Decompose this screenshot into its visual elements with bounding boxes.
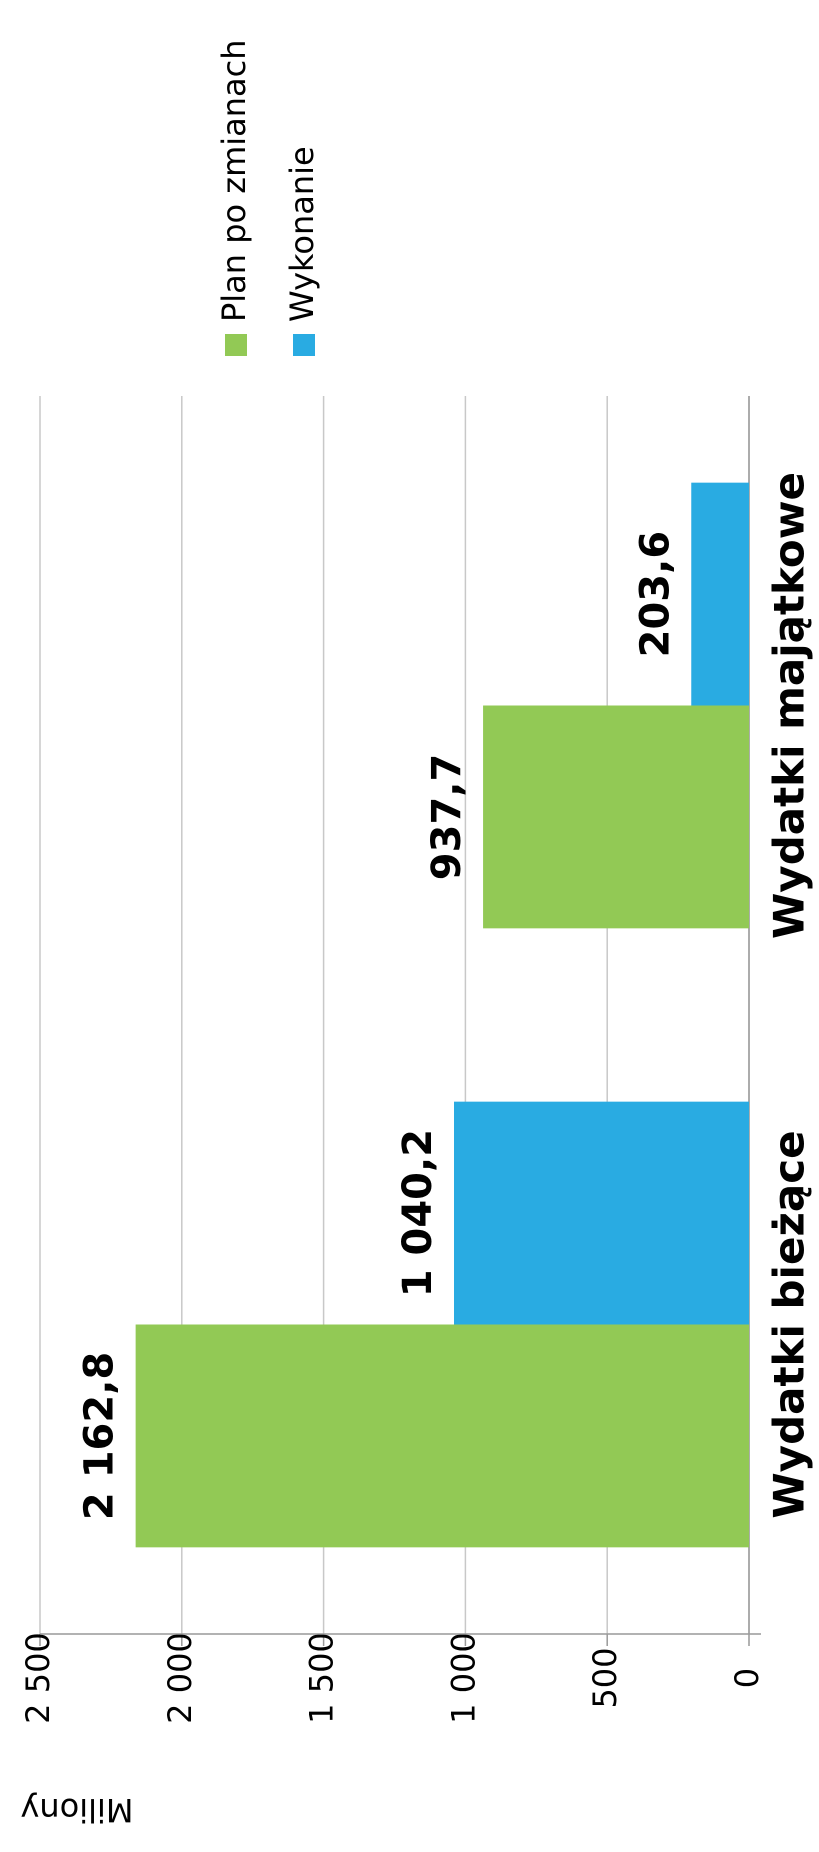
data-label: 937,7 bbox=[424, 754, 470, 881]
legend-label: Wykonanie bbox=[283, 146, 321, 322]
bar bbox=[483, 705, 749, 929]
y-tick-label: 0 bbox=[728, 1668, 766, 1688]
x-tick-label: Wydatki majątkowe bbox=[765, 472, 814, 939]
y-tick-label: 2 000 bbox=[161, 1632, 199, 1724]
legend-swatch bbox=[293, 334, 315, 356]
y-tick-label: 500 bbox=[586, 1647, 624, 1708]
bar bbox=[691, 482, 749, 706]
y-tick-label: 2 500 bbox=[19, 1632, 57, 1724]
legend-label: Plan po zmianach bbox=[215, 39, 253, 322]
data-label: 2 162,8 bbox=[77, 1352, 123, 1520]
y-tick-label: 1 500 bbox=[303, 1632, 341, 1724]
y-axis-title: Miliony bbox=[20, 1791, 133, 1829]
legend-swatch bbox=[225, 334, 247, 356]
bar bbox=[135, 1324, 749, 1548]
y-tick-label: 1 000 bbox=[444, 1632, 482, 1724]
data-label: 1 040,2 bbox=[395, 1129, 441, 1297]
rotated-chart: 0 500 1 000 1 500 2 000 2 500 Miliony Wydatki b… bbox=[19, 39, 814, 1829]
x-tick-label: Wydatki bieżące bbox=[765, 1130, 814, 1518]
data-label: 203,6 bbox=[632, 531, 678, 658]
bar bbox=[453, 1101, 749, 1325]
